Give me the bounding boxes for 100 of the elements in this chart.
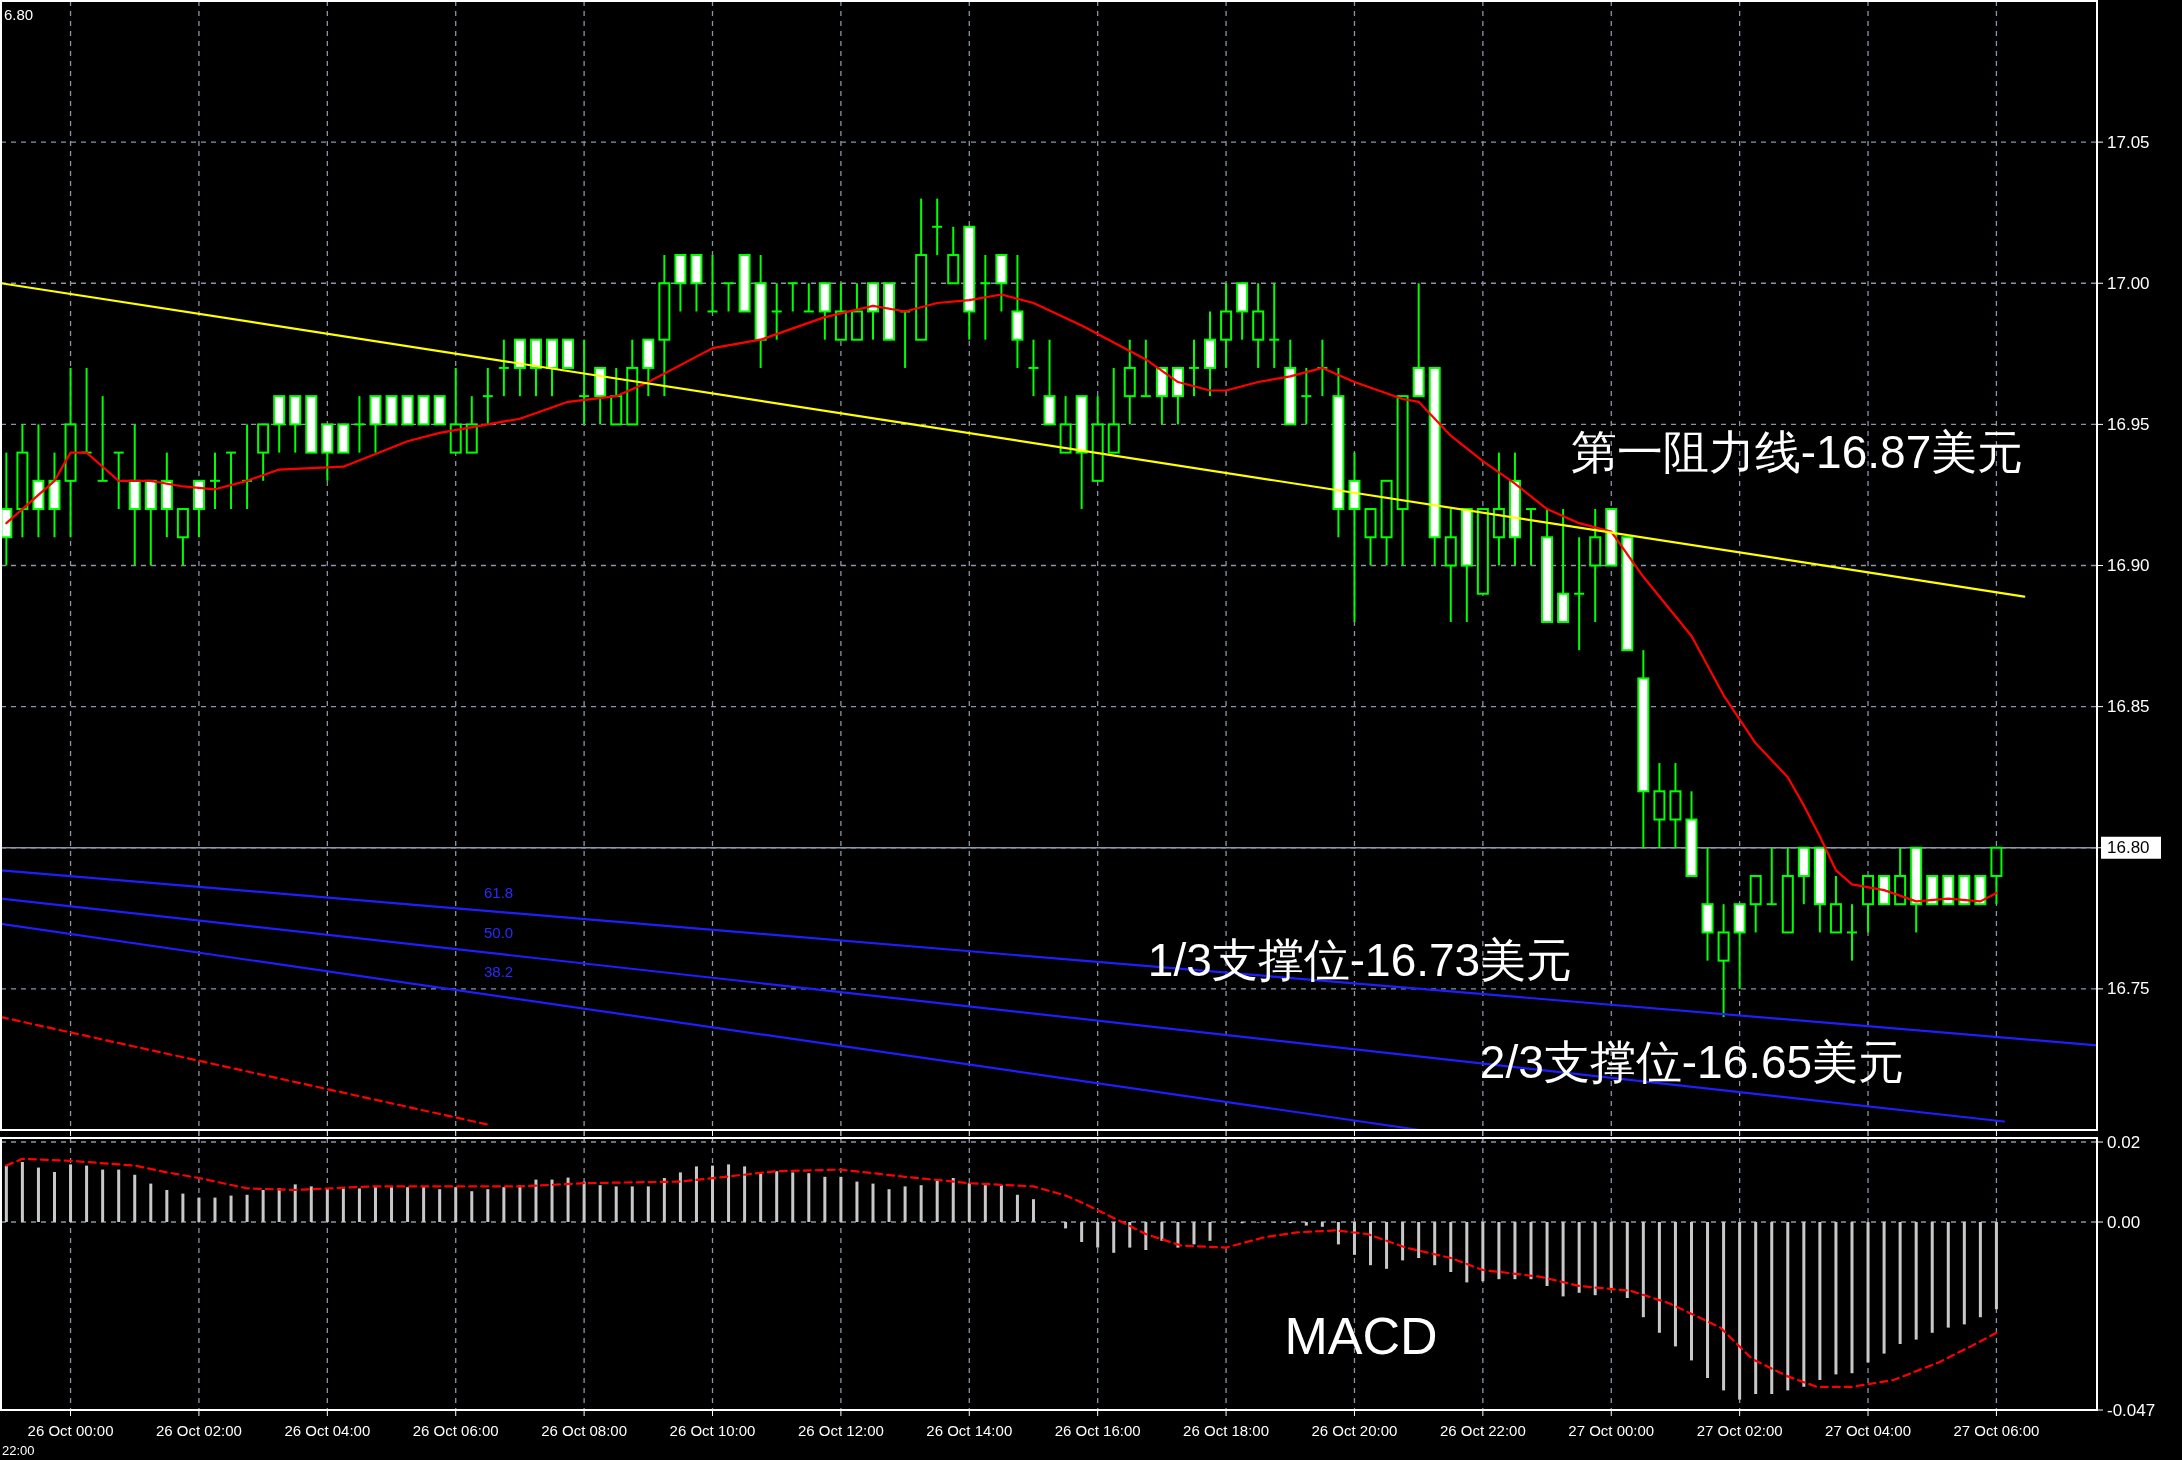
bar [983, 1185, 987, 1222]
bar [935, 1179, 939, 1222]
candlestick [1187, 338, 1200, 398]
bar [967, 1183, 971, 1222]
candlestick [770, 282, 783, 341]
bar [1160, 1222, 1164, 1241]
bar [341, 1188, 345, 1222]
bar [1625, 1222, 1629, 1298]
candlestick [96, 395, 109, 482]
x-tick-label: 26 Oct 04:00 [284, 1422, 371, 1439]
bar [1738, 1222, 1742, 1400]
bar [727, 1164, 731, 1222]
bar [1176, 1222, 1180, 1248]
bar [325, 1188, 329, 1222]
bar [1722, 1222, 1726, 1391]
bar [711, 1165, 715, 1222]
bar [1690, 1222, 1693, 1361]
annotation: MACD [1284, 1307, 1438, 1365]
bar [1449, 1222, 1453, 1272]
annotation: 6.80 [4, 5, 34, 23]
bar [534, 1179, 538, 1222]
annotation: 第一阻力线-16.87美元 [1570, 426, 2024, 478]
candlestick [1525, 508, 1538, 567]
x-tick-label: 27 Oct 04:00 [1825, 1422, 1911, 1439]
bar [293, 1184, 297, 1222]
bar [582, 1181, 586, 1222]
bar [662, 1178, 666, 1222]
bar [117, 1169, 121, 1222]
candlestick [353, 395, 366, 454]
y-tick-label: 17.00 [2107, 273, 2150, 293]
bar [1465, 1222, 1469, 1283]
annotation: 50.0 [484, 923, 514, 941]
x-tick-label: 26 Oct 16:00 [1054, 1422, 1141, 1439]
bar [1336, 1222, 1340, 1245]
bar [277, 1188, 281, 1222]
bar [566, 1177, 570, 1222]
candlestick [1765, 846, 1778, 906]
y-tick-label: 0.02 [2107, 1132, 2141, 1152]
bar [1577, 1222, 1581, 1293]
bar [1192, 1222, 1196, 1245]
bar [1352, 1222, 1356, 1255]
candlestick [1845, 903, 1858, 962]
x-tick-label: 27 Oct 06:00 [1953, 1422, 2040, 1439]
bar [229, 1195, 233, 1222]
bar [438, 1189, 442, 1222]
bar [1754, 1222, 1758, 1394]
x-tick-label: 26 Oct 08:00 [541, 1422, 628, 1439]
y-tick-label: 16.80 [2107, 838, 2150, 858]
x-tick-label: 26 Oct 14:00 [926, 1422, 1013, 1439]
bar [309, 1186, 313, 1222]
bar [390, 1187, 394, 1222]
x-tick-label: 26 Oct 06:00 [412, 1422, 499, 1439]
candlestick [112, 451, 125, 511]
bar [791, 1172, 795, 1222]
bar [1561, 1222, 1565, 1297]
x-tick-label: 26 Oct 00:00 [27, 1422, 114, 1439]
candlestick [1300, 366, 1313, 426]
bar [1385, 1222, 1389, 1269]
candlestick [786, 282, 799, 313]
bar [1850, 1222, 1854, 1374]
bar [1401, 1222, 1405, 1261]
bar [550, 1179, 554, 1222]
candlestick [208, 451, 221, 511]
bar [1994, 1222, 1998, 1310]
bar [1481, 1222, 1485, 1282]
bar [1080, 1222, 1084, 1242]
bar [1320, 1222, 1324, 1227]
candlestick [481, 366, 494, 426]
bar [36, 1167, 40, 1222]
y-tick-label: 16.90 [2107, 556, 2150, 575]
bar [759, 1172, 763, 1222]
bar [357, 1188, 361, 1222]
bar [887, 1189, 891, 1222]
x-tick-label: 26 Oct 10:00 [669, 1422, 756, 1439]
bar [1609, 1222, 1613, 1290]
y-tick-label: 16.85 [2107, 697, 2150, 717]
candlestick [225, 451, 238, 511]
candlestick [1573, 536, 1586, 652]
bar [470, 1191, 474, 1222]
bar [165, 1190, 169, 1222]
bar [1031, 1199, 1035, 1222]
bar [1657, 1222, 1661, 1333]
bar [678, 1172, 682, 1222]
candlestick [802, 282, 815, 313]
bar [245, 1194, 249, 1222]
bar [839, 1176, 843, 1222]
annotation: 38.2 [484, 962, 514, 980]
bar [1898, 1222, 1902, 1344]
bar [1144, 1222, 1148, 1250]
bar [1834, 1222, 1838, 1375]
bar [486, 1189, 490, 1222]
x-tick-label: 27 Oct 02:00 [1696, 1422, 1783, 1439]
bar [1641, 1222, 1645, 1318]
bar [1096, 1222, 1100, 1248]
bar [1946, 1222, 1950, 1328]
bar [1770, 1222, 1774, 1394]
bar [454, 1187, 458, 1222]
bar [775, 1171, 779, 1222]
candlestick [1139, 338, 1152, 398]
bar [630, 1186, 634, 1222]
